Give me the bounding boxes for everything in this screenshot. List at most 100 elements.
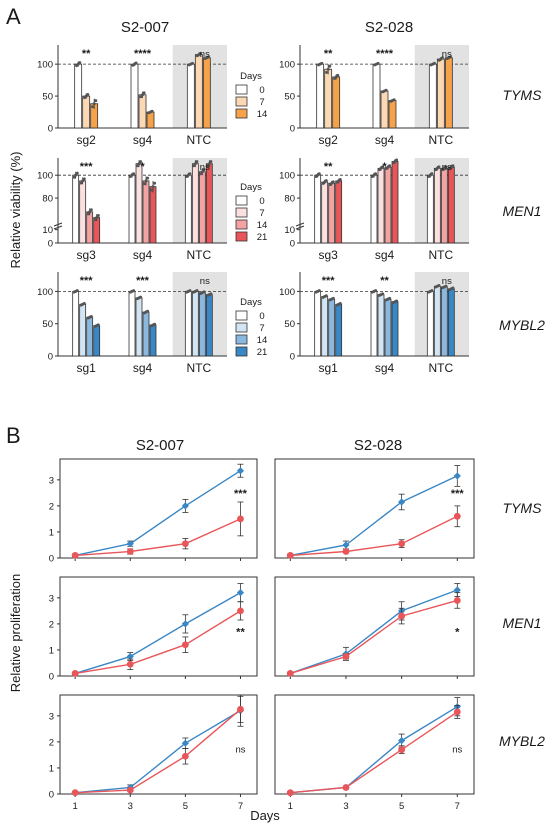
bar-sg4-day-0	[130, 63, 139, 129]
y-tick-label: 50	[284, 92, 295, 103]
series-1-point	[126, 540, 134, 548]
bar-sg1-day-21	[93, 325, 101, 357]
group-label-sg3: sg3	[318, 248, 338, 262]
replicate-dot	[206, 164, 210, 168]
replicate-dot	[336, 73, 340, 77]
replicate-dot	[192, 164, 196, 168]
y-tick-label: 0	[290, 124, 295, 135]
legend-swatch-day-21	[235, 346, 248, 357]
significance-label: ns	[452, 744, 462, 755]
series-2-point	[398, 540, 406, 548]
panel-b-col-title-2: S2-028	[354, 437, 402, 454]
bar-sg4-day-0	[370, 174, 378, 244]
legend-label-day-14: 14	[257, 220, 268, 231]
legend-swatch-day-0	[235, 310, 248, 321]
y-tick-label: 0	[49, 672, 54, 683]
bar-chart-tyms-s2-028: 0 50 100 sg2 ** sg4 **** NTC ns	[279, 45, 469, 147]
panel-b-x-axis-label: Days	[250, 808, 280, 823]
series-2-point	[71, 551, 79, 559]
group-label-sg4: sg4	[133, 133, 153, 147]
legend-swatch-day-7	[235, 322, 248, 333]
replicate-dot	[432, 61, 436, 65]
series-1-line	[290, 475, 458, 557]
series-2-point	[286, 551, 294, 559]
y-tick-label: 0	[48, 124, 53, 135]
bar-sg4-day-14	[384, 166, 392, 244]
series-2-line	[290, 515, 458, 557]
series-2-point	[398, 746, 406, 754]
replicate-dot	[320, 61, 324, 65]
y-tick-label: 100	[279, 60, 295, 71]
significance-label: ***	[451, 488, 465, 500]
x-tick-label: 5	[183, 801, 188, 812]
series-1-line	[75, 709, 241, 794]
plot-frame	[59, 458, 258, 559]
replicate-dot	[96, 214, 100, 218]
significance-sg4: ****	[376, 48, 394, 60]
legend-label-day-7: 7	[259, 208, 264, 219]
replicate-dot	[96, 323, 100, 327]
series-2-point	[71, 789, 79, 797]
series-1-point	[181, 620, 189, 628]
bar-NTC-day-7	[191, 163, 199, 244]
y-tick-label: 100	[279, 171, 295, 182]
series-2-point	[398, 612, 406, 620]
series-1-point	[342, 541, 350, 549]
replicate-dot	[89, 314, 93, 318]
replicate-dot	[93, 218, 97, 222]
replicate-dot	[381, 292, 385, 296]
y-tick-label: 2	[49, 619, 54, 630]
bar-sg3-day-0	[72, 174, 80, 244]
y-tick-label: 50	[42, 92, 53, 103]
series-2-point	[342, 784, 350, 791]
replicate-dot	[437, 283, 441, 287]
bar-NTC-day-14	[440, 167, 448, 244]
replicate-dot	[206, 55, 210, 59]
bar-NTC-day-0	[186, 63, 195, 129]
bar-NTC-day-21	[205, 294, 213, 357]
replicate-dot	[451, 164, 455, 168]
replicate-dot	[89, 208, 93, 212]
replicate-dot	[91, 105, 95, 109]
legend-label-day-14: 14	[257, 109, 268, 120]
replicate-dot	[82, 177, 86, 181]
significance-sg3: ***	[80, 161, 94, 173]
replicate-dot	[199, 172, 203, 176]
series-2-point	[71, 669, 79, 677]
legend-label-day-0: 0	[259, 85, 264, 96]
bar-sg4-day-14	[142, 180, 150, 244]
series-2-line	[290, 599, 458, 675]
bar-sg4-day-7	[135, 297, 143, 357]
bar-chart-men1-s2-028: 0 10 80 100 sg3 ** sg4 * NTC ns	[279, 158, 469, 262]
replicate-dot	[139, 295, 143, 299]
series-1-point	[398, 736, 406, 745]
bar-sg4-day-14	[142, 311, 150, 357]
replicate-dot	[139, 160, 143, 164]
line-chart-mybl2-s2-028: 1 3 5 7 ns	[274, 694, 475, 812]
replicate-dot	[384, 88, 388, 92]
panel-b-label: B	[6, 423, 21, 448]
series-2-point	[126, 786, 134, 794]
series-1-point	[181, 502, 189, 510]
bar-sg2-day-7	[324, 68, 333, 129]
replicate-dot	[75, 289, 79, 293]
replicate-dot	[395, 158, 399, 162]
replicate-dot	[95, 216, 99, 220]
panel-a-col-title-1: S2-007	[121, 19, 169, 36]
panel-b-gene-1: TYMS	[503, 500, 543, 516]
replicate-dot	[92, 102, 96, 106]
bar-sg2-day-14	[332, 76, 341, 129]
legend-title: Days	[240, 71, 262, 82]
panel-b-gene-2: MEN1	[503, 615, 542, 631]
y-tick-label: 100	[279, 287, 295, 298]
legend-label-day-21: 21	[257, 232, 268, 243]
bar-sg3-day-21	[335, 180, 343, 244]
panel-b-gene-3: MYBL2	[499, 733, 545, 749]
y-tick-label: 100	[37, 171, 53, 182]
legend-label-day-21: 21	[257, 347, 268, 358]
group-label-sg4: sg4	[133, 248, 153, 262]
significance-sg1: ***	[322, 275, 336, 287]
bar-sg4-day-7	[135, 163, 143, 244]
